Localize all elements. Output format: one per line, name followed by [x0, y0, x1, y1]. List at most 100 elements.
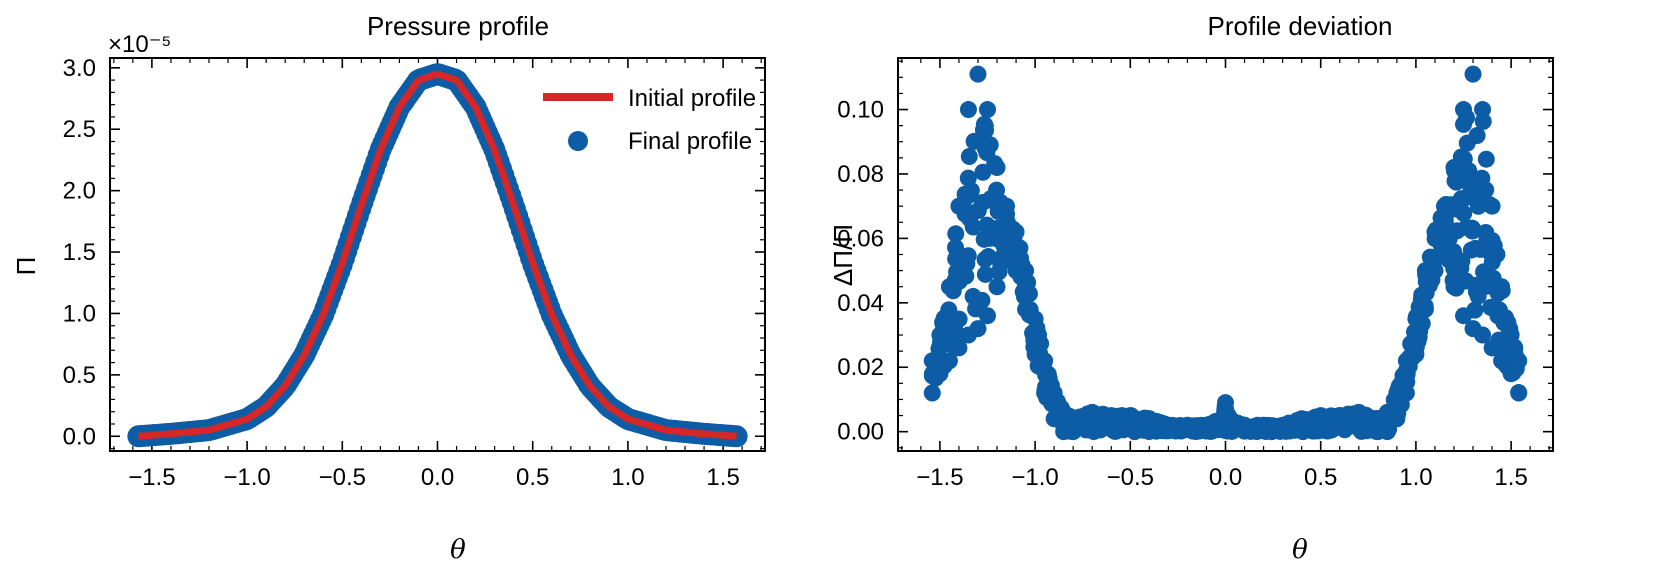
deviation-point — [1455, 307, 1473, 325]
x-tick-label: 0.5 — [516, 464, 549, 491]
x-tick-label: −0.5 — [319, 464, 366, 491]
deviation-point — [1104, 420, 1122, 438]
deviation-point — [1102, 407, 1120, 425]
deviation-point — [998, 197, 1016, 215]
y-tick-label: 0.00 — [837, 419, 884, 446]
deviation-point — [978, 101, 996, 119]
initial-profile-line — [137, 70, 738, 440]
deviation-point — [1445, 159, 1463, 177]
deviation-point — [935, 309, 953, 327]
deviation-point — [1026, 345, 1044, 363]
deviation-point — [1220, 410, 1238, 428]
x-tick-label: 1.5 — [706, 464, 739, 491]
deviation-point — [947, 238, 965, 256]
deviation-point — [1274, 416, 1292, 434]
deviation-point — [962, 182, 980, 200]
legend-final-label: Final profile — [628, 128, 752, 155]
deviation-point — [1312, 407, 1330, 425]
deviation-point — [1421, 248, 1439, 266]
deviation-point — [1017, 300, 1035, 318]
deviation-point — [1483, 197, 1501, 215]
y-tick-label: 0.0 — [63, 423, 96, 450]
deviation-point — [1407, 345, 1425, 363]
pressure-xlabel: θ — [450, 535, 466, 565]
deviation-point — [974, 121, 992, 139]
deviation-point — [988, 278, 1006, 296]
deviation-point — [1435, 246, 1453, 263]
x-tick-label: 1.0 — [611, 464, 644, 491]
legend-initial-label: Initial profile — [628, 85, 756, 112]
deviation-point — [1467, 276, 1485, 294]
deviation-point — [1007, 223, 1025, 241]
deviation-point — [1064, 410, 1082, 428]
deviation-point — [1121, 407, 1139, 425]
deviation-point — [923, 352, 941, 370]
deviation-point — [1455, 115, 1473, 133]
deviation-point — [1178, 416, 1196, 434]
deviation-point — [965, 132, 983, 150]
deviation-point — [1458, 134, 1476, 152]
deviation-xlabel: θ — [1292, 535, 1308, 565]
deviation-point — [982, 190, 1000, 208]
deviation-point — [1018, 281, 1036, 299]
deviation-point — [1462, 241, 1480, 259]
deviation-point — [1445, 278, 1463, 296]
deviation-point — [1388, 410, 1406, 428]
y-tick-label: 0.06 — [837, 225, 884, 252]
deviation-point — [1495, 314, 1513, 332]
deviation-point — [1255, 416, 1273, 434]
deviation-point — [1036, 384, 1054, 402]
deviation-point — [1159, 416, 1177, 434]
y-tick-label: 1.0 — [63, 300, 96, 327]
deviation-point — [1378, 423, 1396, 441]
deviation-point — [1447, 173, 1465, 191]
deviation-point — [1502, 326, 1520, 344]
x-tick-label: 1.0 — [1399, 464, 1432, 491]
pressure-ylabel: Π — [11, 257, 41, 276]
deviation-point — [1045, 410, 1063, 428]
y-tick-label: 1.5 — [63, 239, 96, 266]
deviation-point — [1463, 222, 1481, 240]
deviation-point — [1502, 365, 1520, 383]
deviation-point — [1510, 384, 1528, 402]
pressure-marks — [127, 63, 748, 448]
deviation-point — [1455, 101, 1473, 119]
pressure-profile-panel: Pressure profile ×10⁻⁵ Π θ −1.5 −1.0 −0.5 0… — [11, 11, 766, 565]
deviation-point — [978, 307, 996, 325]
deviation-point — [1455, 204, 1473, 222]
deviation-point — [1474, 326, 1492, 344]
deviation-ylabel: ΔΠ/Π — [828, 224, 858, 286]
x-tick-label: 0.0 — [1209, 464, 1242, 491]
deviation-point — [947, 225, 965, 243]
deviation-point — [961, 210, 979, 228]
deviation-point — [1420, 276, 1438, 294]
x-tick-label: −1.5 — [128, 464, 175, 491]
y-tick-label: 0.04 — [837, 290, 884, 317]
x-tick-label: −1.5 — [916, 464, 963, 491]
deviation-point — [1462, 179, 1480, 197]
deviation-point — [975, 230, 993, 248]
deviation-point — [1083, 403, 1101, 421]
deviation-point — [1460, 162, 1478, 180]
deviation-point — [969, 320, 987, 338]
deviation-point — [950, 197, 968, 215]
pressure-legend: Initial profile Final profile — [543, 85, 756, 155]
y-tick-label: 3.0 — [63, 55, 96, 82]
y-tick-label: 0.5 — [63, 362, 96, 389]
deviation-point — [1197, 416, 1215, 434]
deviation-point — [1510, 352, 1528, 370]
deviation-point — [959, 247, 977, 265]
deviation-point — [1493, 278, 1511, 296]
x-tick-label: 1.5 — [1494, 464, 1527, 491]
deviation-point — [1126, 423, 1144, 441]
deviation-point — [1435, 197, 1453, 215]
deviation-point — [974, 163, 992, 181]
y-tick-label: 2.5 — [63, 116, 96, 143]
deviation-point — [1350, 403, 1368, 421]
y-tick-label: 0.10 — [837, 97, 884, 124]
x-tick-label: −0.5 — [1107, 464, 1154, 491]
y-tick-label: 0.08 — [837, 161, 884, 188]
deviation-point — [998, 246, 1016, 263]
deviation-point — [931, 365, 949, 383]
